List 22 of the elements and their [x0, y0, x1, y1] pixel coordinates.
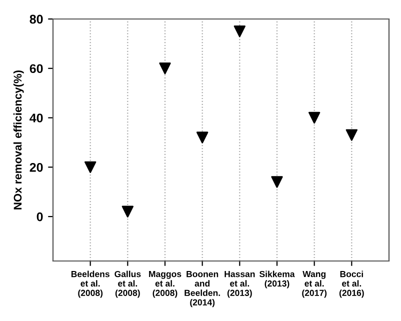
point	[346, 129, 358, 141]
point	[271, 176, 283, 188]
y-tick-label: 20	[30, 162, 43, 172]
x-tick-label: Bocci et al. (2016)	[339, 270, 364, 298]
y-tick-label: 0	[36, 212, 43, 222]
x-tick-label: Sikkema (2013)	[259, 270, 295, 288]
point	[84, 161, 96, 174]
y-tick-label: 80	[30, 14, 43, 24]
point	[122, 206, 134, 218]
x-tick-label: Boonen and Beelden. (2014)	[184, 271, 220, 308]
x-tick-label: Maggos et al. (2008)	[149, 271, 182, 298]
point	[159, 62, 171, 74]
x-tick-label: Wang et al. (2017)	[302, 271, 327, 298]
point	[196, 132, 208, 144]
x-tick-label: Hassan et al. (2013)	[224, 271, 255, 298]
y-tick-label: 60	[30, 64, 43, 74]
x-tick-label: Gallus et al. (2008)	[114, 270, 141, 298]
y-tick-label: 40	[30, 114, 43, 122]
y-axis-title: NOx removal efficiency(%)	[13, 70, 24, 210]
x-tick-label: Beeldens et al. (2008)	[71, 270, 110, 298]
point	[234, 26, 246, 38]
point	[308, 112, 320, 124]
